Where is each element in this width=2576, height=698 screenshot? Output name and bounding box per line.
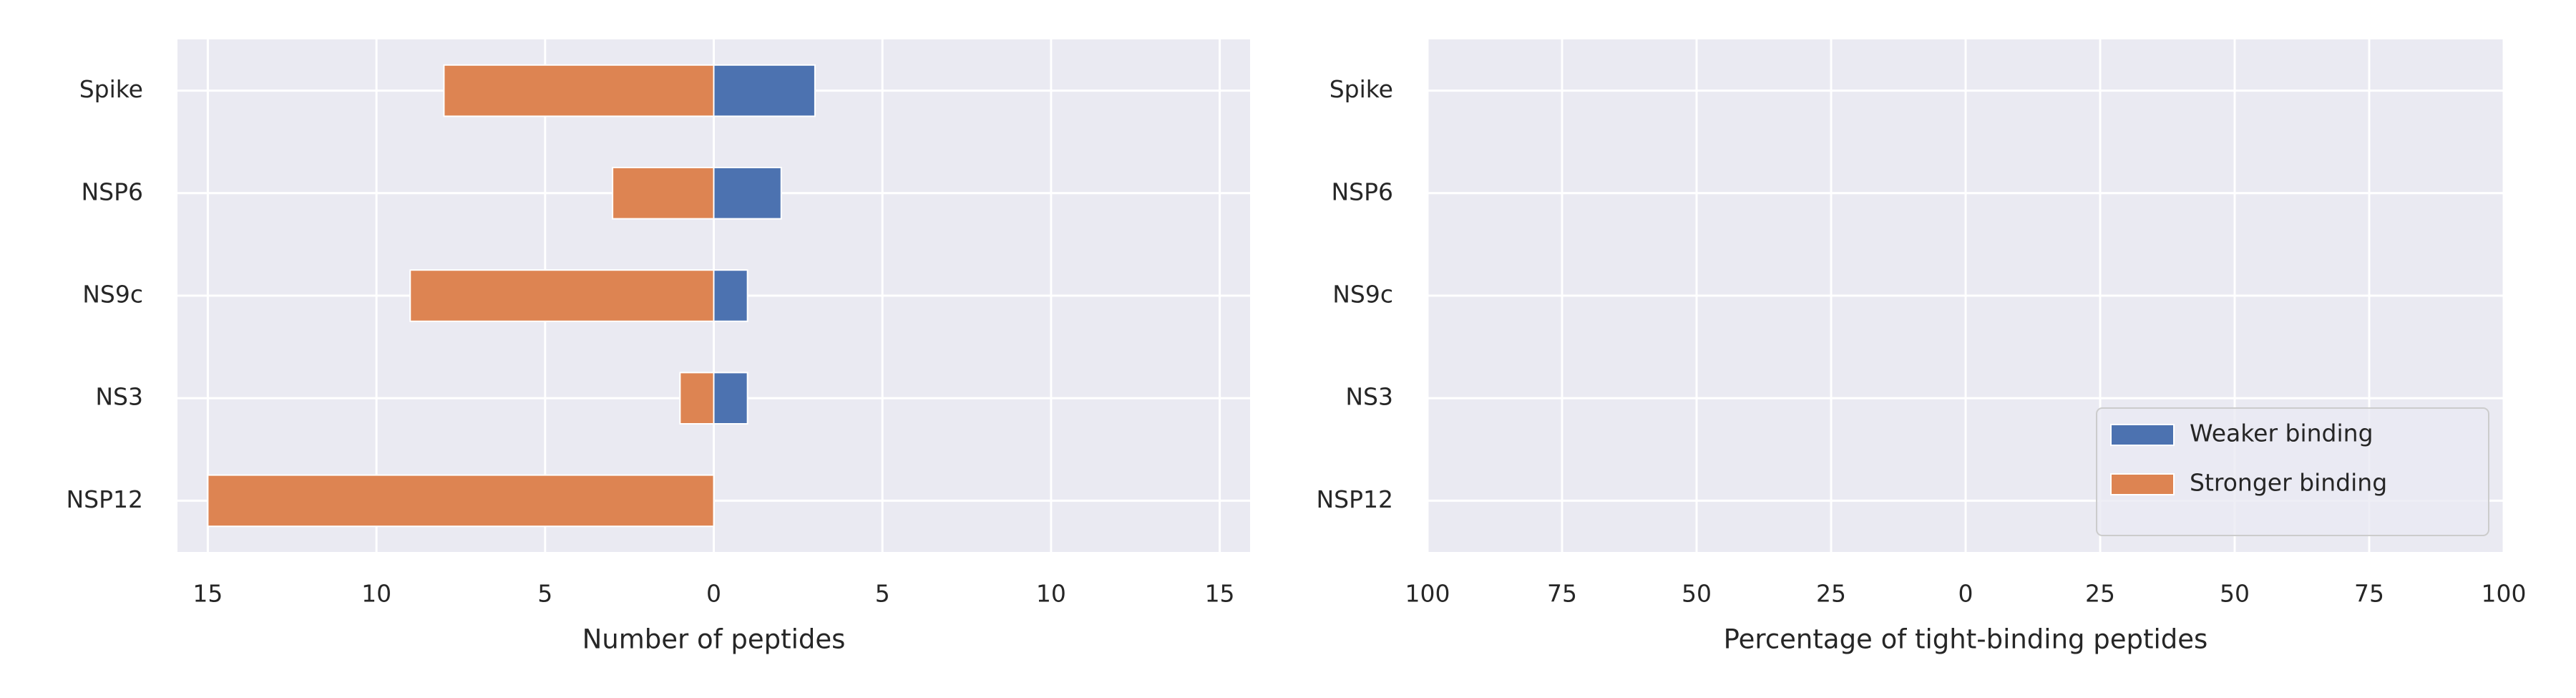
- subplot: 15 10 5 0 5 10 15 Spike NSP6 NS9c NS3 NSP12 Number o…: [66, 39, 1250, 655]
- legend: Weaker binding Stronger binding: [2096, 407, 2489, 536]
- y-tick-label: NS3: [95, 383, 143, 411]
- bar: [612, 167, 715, 220]
- legend-label: Weaker binding: [2190, 420, 2373, 447]
- y-tick-label: NSP6: [1331, 178, 1393, 205]
- x-tick-label: 10: [1036, 580, 1066, 608]
- y-tick-label: NSP6: [81, 178, 143, 205]
- y-tick-label: NSP12: [66, 485, 143, 513]
- x-tick-label: 15: [1205, 580, 1235, 608]
- bar: [679, 372, 715, 425]
- x-tick-label: 0: [706, 580, 721, 608]
- bar: [713, 167, 782, 220]
- x-tick-label: 100: [1405, 580, 1450, 608]
- legend-label: Stronger binding: [2190, 469, 2387, 497]
- y-tick-label: NS9c: [1332, 281, 1393, 309]
- y-tick-label: Spike: [79, 75, 143, 103]
- x-axis-label: Percentage of tight-binding peptides: [1724, 624, 2208, 655]
- legend-frame: [2096, 407, 2489, 536]
- x-tick-label: 5: [537, 580, 552, 608]
- x-tick-label: 50: [2220, 580, 2250, 608]
- bar: [713, 269, 748, 322]
- bar: [713, 372, 748, 425]
- bar: [409, 269, 715, 322]
- x-tick-label: 75: [1547, 580, 1577, 608]
- y-tick-label: Spike: [1330, 75, 1393, 103]
- legend-swatch: [2110, 424, 2175, 446]
- x-axis-label: Number of peptides: [582, 624, 846, 655]
- x-tick-label: 10: [361, 580, 391, 608]
- y-tick-label: NS3: [1345, 383, 1393, 411]
- y-tick-label: NS9c: [82, 281, 143, 309]
- legend-swatch: [2110, 473, 2175, 495]
- x-tick-label: 25: [1816, 580, 1846, 608]
- x-tick-label: 0: [1958, 580, 1974, 608]
- bar: [713, 64, 816, 117]
- x-tick-label: 50: [1682, 580, 1712, 608]
- x-tick-label: 15: [192, 580, 223, 608]
- x-tick-label: 25: [2085, 580, 2115, 608]
- y-tick-label: NSP12: [1316, 485, 1393, 513]
- bar: [207, 474, 715, 528]
- x-tick-label: 75: [2354, 580, 2384, 608]
- x-tick-label: 5: [875, 580, 890, 608]
- bar: [443, 64, 715, 117]
- x-tick-label: 100: [2482, 580, 2527, 608]
- subplot: 100 75 50 25 0 25 50 75 100 Spike NSP6 NS9c NS3 NSP12…: [1316, 39, 2527, 655]
